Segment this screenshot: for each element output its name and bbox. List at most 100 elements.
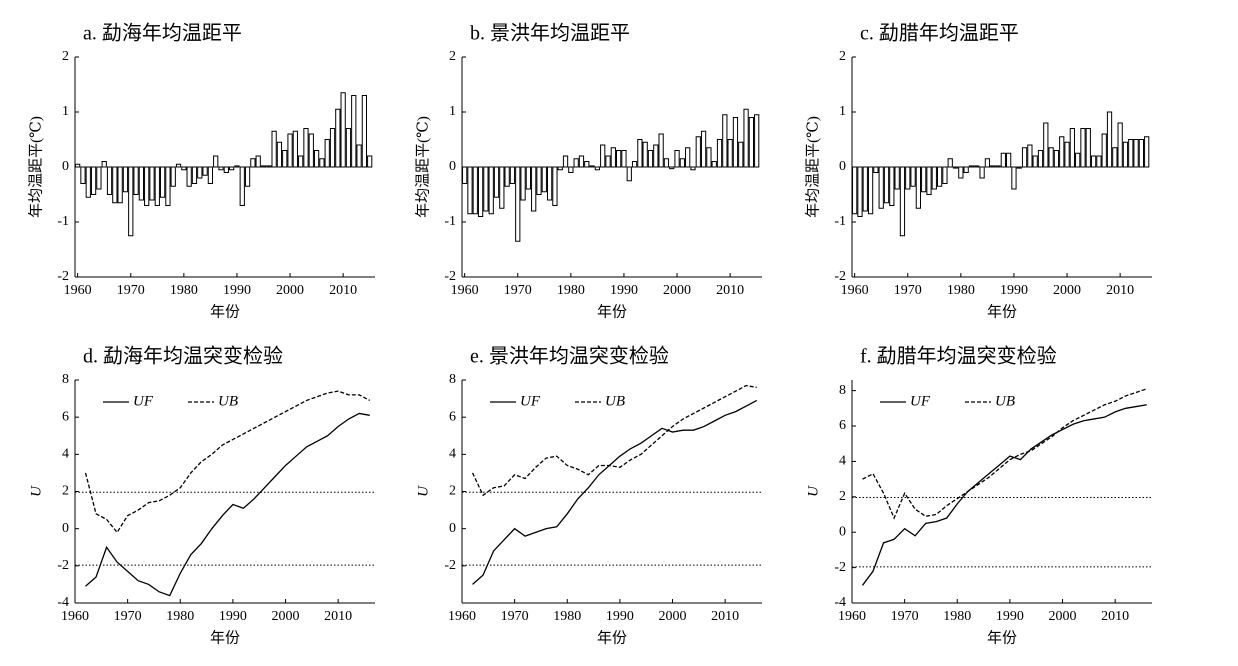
y-tick-label: 0 [449, 521, 456, 536]
bar [754, 114, 760, 168]
bar [493, 166, 500, 198]
y-tick-label: 1 [449, 104, 456, 119]
y-tick-label: 8 [839, 383, 846, 398]
bar [207, 166, 214, 184]
bar [857, 166, 863, 217]
bar [958, 166, 964, 179]
bar [679, 158, 685, 168]
chart-title: c. 勐腊年均温距平 [860, 22, 1019, 45]
y-tick-label: -1 [57, 214, 69, 229]
bar [878, 166, 884, 209]
bar [974, 165, 980, 168]
y-tick-label: 1 [839, 104, 846, 119]
bar [303, 128, 309, 168]
bar [504, 166, 510, 187]
bar [128, 166, 134, 237]
bar [520, 166, 526, 201]
bar [1053, 150, 1060, 168]
bar [223, 166, 229, 173]
bar [546, 166, 553, 201]
x-tick-label: 2010 [1101, 609, 1129, 624]
bar [1080, 128, 1086, 168]
bar [921, 166, 927, 193]
y-tick-label: -2 [57, 558, 69, 573]
bar [1011, 166, 1017, 190]
bar [1128, 139, 1134, 168]
bar [883, 166, 890, 204]
bar [170, 166, 176, 187]
x-axis-label: 年份 [597, 629, 627, 646]
bar [642, 141, 648, 168]
bar [1106, 111, 1113, 168]
bar [313, 150, 320, 168]
series-line [84, 390, 371, 534]
x-tick-label: 2000 [663, 283, 691, 298]
bar [852, 166, 858, 215]
bar [138, 166, 144, 201]
bar [984, 158, 991, 168]
bar [239, 166, 245, 206]
bar [85, 166, 91, 198]
bar [1117, 122, 1123, 168]
bar [340, 92, 346, 168]
bar [589, 165, 595, 168]
y-tick-label: -1 [444, 214, 456, 229]
y-axis-label: 年均温距平(℃) [804, 116, 821, 218]
bar [716, 139, 723, 168]
bar [298, 155, 304, 168]
bar [488, 166, 494, 215]
bar [1138, 139, 1145, 168]
bar [260, 165, 267, 168]
bar [90, 166, 97, 195]
x-tick-label: 2000 [1053, 283, 1081, 298]
series-line [471, 384, 757, 497]
bar [1043, 122, 1049, 168]
legend-label: UF [910, 393, 931, 409]
bar [319, 158, 325, 168]
x-tick-label: 1960 [64, 283, 92, 298]
bar [324, 139, 330, 168]
legend-label: UB [605, 393, 625, 409]
bar [462, 166, 468, 184]
x-tick-label: 1960 [61, 609, 89, 624]
bar [467, 166, 473, 215]
y-tick-label: 2 [62, 484, 69, 499]
y-tick-label: 6 [839, 418, 846, 433]
bar [244, 166, 251, 187]
bar [292, 130, 298, 168]
y-axis-label: U [28, 485, 44, 497]
bar [578, 155, 585, 168]
bar [867, 166, 874, 215]
bar [995, 165, 1001, 168]
bar [873, 166, 879, 173]
y-tick-label: 8 [62, 372, 69, 387]
y-tick-label: 2 [449, 484, 456, 499]
y-tick-label: -2 [834, 269, 846, 284]
bar [637, 139, 643, 168]
bar [915, 166, 921, 209]
bar [499, 166, 505, 209]
bar [552, 166, 558, 206]
y-axis-label: U [805, 485, 821, 497]
bar [748, 117, 755, 168]
bar [329, 128, 336, 168]
chart-title: d. 勐海年均温突变检验 [83, 345, 283, 368]
x-tick-label: 2010 [716, 283, 744, 298]
y-tick-label: -2 [444, 558, 456, 573]
bar [690, 166, 696, 171]
bar [255, 155, 261, 168]
bar [631, 161, 638, 168]
bar [509, 166, 516, 184]
bar [727, 139, 733, 168]
y-tick-label: 8 [449, 372, 456, 387]
y-axis-label: 年均温距平(℃) [414, 116, 431, 218]
bar [541, 166, 547, 193]
legend-label: UF [520, 393, 541, 409]
bar [1006, 152, 1012, 168]
bar [990, 165, 996, 168]
bar [335, 108, 341, 168]
series-line [472, 399, 758, 585]
x-tick-label: 1960 [838, 609, 866, 624]
bar [732, 117, 739, 168]
